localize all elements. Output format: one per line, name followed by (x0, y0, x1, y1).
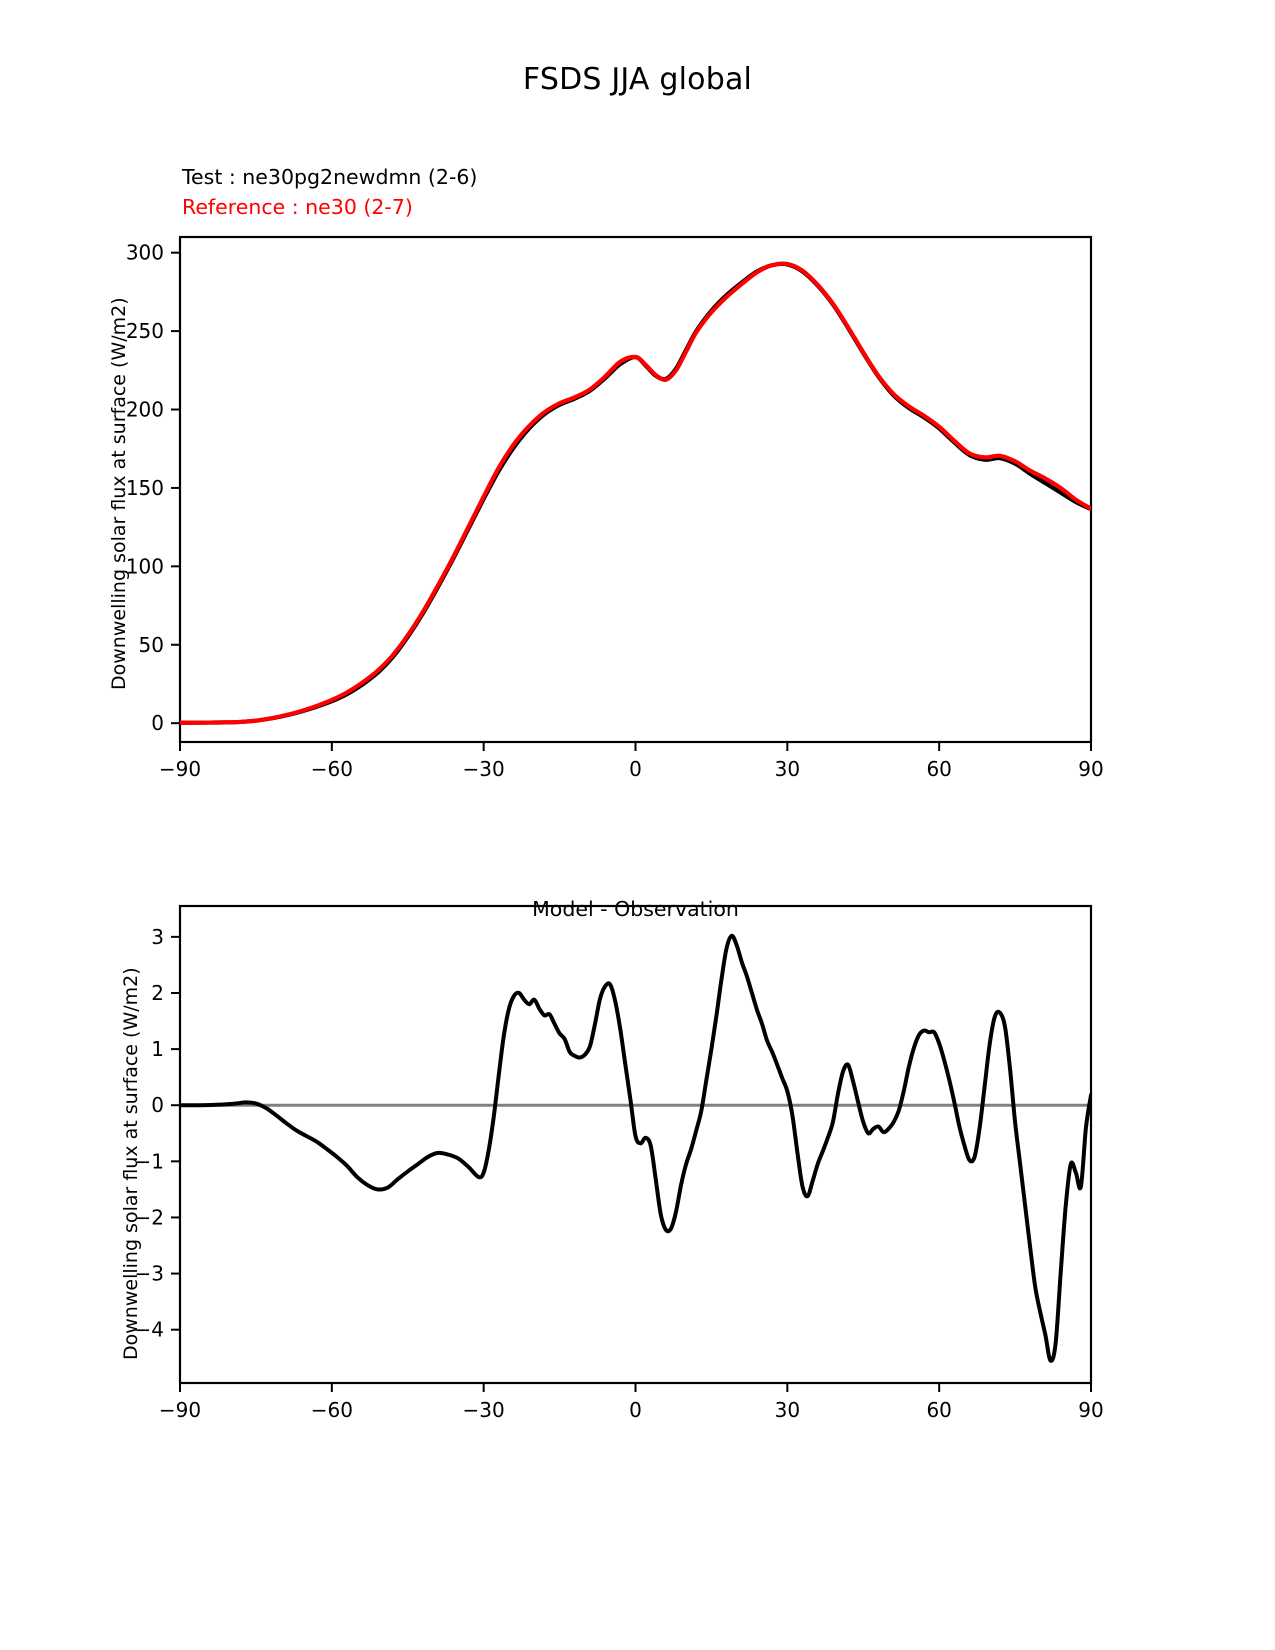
top-panel-ytick-label: 300 (126, 241, 164, 265)
top-panel-xtick-label: 0 (629, 757, 642, 781)
legend-item-test: Test : ne30pg2newdmn (2-6) (182, 165, 478, 189)
bottom-panel-series-difference (180, 933, 1091, 1363)
top-panel-frame (178, 235, 1093, 744)
bottom-panel-xtick-label: 90 (1078, 1398, 1103, 1422)
legend: Test : ne30pg2newdmn (2-6) Reference : n… (182, 162, 477, 222)
bottom-panel-xtick-label: 60 (926, 1398, 951, 1422)
top-panel-xtick-label: 60 (926, 757, 951, 781)
bottom-panel-frame (178, 904, 1093, 1385)
legend-item-reference: Reference : ne30 (2-7) (182, 195, 413, 219)
bottom-panel-ytick-label: 1 (151, 1037, 164, 1061)
top-panel-series-test (180, 261, 1091, 725)
bottom-panel-ytick-label: 3 (151, 925, 164, 949)
top-panel-ytick-label: 150 (126, 476, 164, 500)
top-panel-ylabel: Downwelling solar flux at surface (W/m2) (108, 297, 130, 690)
bottom-panel-ytick-label: −1 (135, 1149, 164, 1173)
top-panel-ytick-label: 200 (126, 398, 164, 422)
bottom-panel-ytick-label: 0 (151, 1093, 164, 1117)
bottom-panel-axes: −90 −60 −30 0 30 60 90 3 2 1 0 −1 −2 −3 −4 (135, 904, 1104, 1422)
bottom-panel-ytick-label: 2 (151, 981, 164, 1005)
top-panel-ytick-label: 100 (126, 554, 164, 578)
bottom-panel-xtick-label: −30 (463, 1398, 505, 1422)
top-panel-ytick-label: 0 (151, 711, 164, 735)
bottom-panel-title: Model - Observation (532, 897, 739, 921)
bottom-panel-xtick-label: 30 (775, 1398, 800, 1422)
top-panel-xtick-label: −90 (159, 757, 201, 781)
top-panel-xtick-label: 30 (775, 757, 800, 781)
bottom-panel-xtick-label: 0 (629, 1398, 642, 1422)
bottom-panel-ytick-label: −3 (135, 1262, 164, 1286)
bottom-panel-xtick-label: −60 (311, 1398, 353, 1422)
top-panel-series-reference (180, 261, 1091, 725)
top-panel-xtick-label: 90 (1078, 757, 1103, 781)
top-panel-xtick-label: −60 (311, 757, 353, 781)
top-panel-xtick-label: −30 (463, 757, 505, 781)
bottom-panel-ytick-label: −2 (135, 1205, 164, 1229)
page-title: FSDS JJA global (522, 62, 753, 97)
top-panel-ytick-label: 250 (126, 319, 164, 343)
bottom-panel-ytick-label: −4 (135, 1318, 164, 1342)
bottom-panel-xtick-label: −90 (159, 1398, 201, 1422)
top-panel-ytick-label: 50 (139, 633, 164, 657)
bottom-panel-ylabel: Downwelling solar flux at surface (W/m2) (120, 967, 142, 1360)
top-panel-axes: −90 −60 −30 0 30 60 90 0 50 100 150 200 250 300 (126, 235, 1104, 781)
